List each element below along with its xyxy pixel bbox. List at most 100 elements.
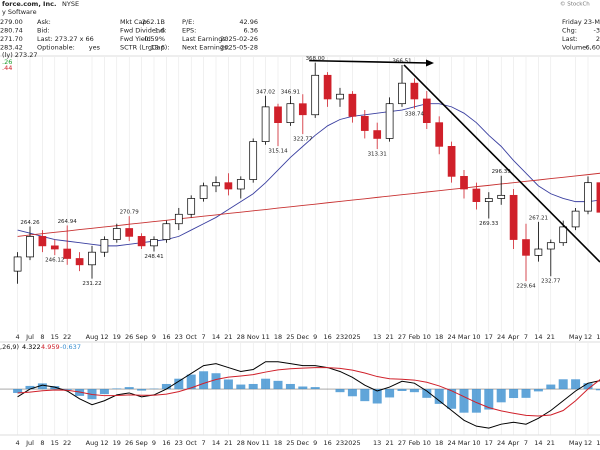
x-tick-label: 10 <box>472 439 480 447</box>
header-field: Volume: <box>562 44 588 52</box>
candle-body <box>546 242 555 250</box>
x-tick-label: 26 <box>125 439 133 447</box>
x-tick-label: 27 <box>398 333 406 341</box>
candle-body <box>298 103 307 116</box>
x-tick-label: 28 <box>237 439 245 447</box>
sector: y Software <box>2 8 37 16</box>
price-annotation: 322.77 <box>293 137 313 143</box>
histogram-bar <box>298 386 308 390</box>
x-tick-label: 10 <box>423 333 431 341</box>
x-tick-label: 15 <box>51 333 59 341</box>
candle-body <box>187 198 196 215</box>
candle-body <box>484 198 493 202</box>
x-tick-label: 18 <box>435 333 443 341</box>
x-tick-label: 14 <box>212 333 220 341</box>
x-tick-label: May <box>569 333 583 341</box>
x-tick-label: 16 <box>323 439 331 447</box>
histogram-bar <box>62 389 72 390</box>
x-tick-label: 24 <box>497 439 505 447</box>
histogram-bar <box>273 380 283 390</box>
x-tick-label: 19 <box>596 333 600 341</box>
x-tick-label: 22 <box>63 333 71 341</box>
x-tick-label: 9 <box>152 439 156 447</box>
candle-body <box>571 210 580 228</box>
x-tick-label: 23 <box>175 333 183 341</box>
x-tick-label: 8 <box>40 439 44 447</box>
header-field: 0.59% <box>144 35 165 43</box>
histogram-bar <box>137 389 147 391</box>
macd-line <box>17 367 600 417</box>
histogram-bar <box>434 389 444 404</box>
header-field: 6.36 <box>244 27 258 35</box>
x-tick-label: 13 <box>373 439 381 447</box>
x-tick-label: 10 <box>423 439 431 447</box>
x-tick-label: 26 <box>125 333 133 341</box>
candle-body <box>63 248 72 259</box>
x-tick-label: 17 <box>485 333 493 341</box>
histogram-bar <box>285 383 295 390</box>
header-field: 1.6 <box>155 27 165 35</box>
histogram-bar <box>397 389 407 391</box>
x-tick-label: Nov <box>247 333 260 341</box>
histogram-bar <box>558 379 568 390</box>
candle-body <box>422 98 431 124</box>
x-tick-label: 12 <box>584 439 592 447</box>
x-tick-label: 7 <box>202 333 206 341</box>
header-field: Friday 23-Ma <box>562 18 600 26</box>
x-tick-label: 22 <box>63 439 71 447</box>
header-field: P/E: <box>182 18 194 26</box>
header-field: 18.6 <box>151 44 165 52</box>
candle-body <box>150 239 158 247</box>
x-tick-label: Mar <box>458 439 471 447</box>
x-tick-label: 9 <box>313 439 317 447</box>
header-field: Ask: <box>37 18 51 26</box>
candle-body <box>224 182 233 190</box>
x-tick-label: Nov <box>247 439 260 447</box>
candle-body <box>286 103 295 124</box>
overlay-text: .44 <box>2 64 12 72</box>
candle-body <box>373 130 382 139</box>
price-annotation: 296.39 <box>492 169 512 175</box>
price-annotation: 264.94 <box>58 219 78 225</box>
macd-value: 4.322 <box>22 343 41 351</box>
header-field: 262.1B <box>142 18 165 26</box>
histogram-bar <box>372 389 382 404</box>
price-annotation: 267.21 <box>529 215 548 221</box>
x-tick-label: 19 <box>596 439 600 447</box>
histogram-bar <box>37 383 47 390</box>
x-tick-label: 21 <box>224 439 232 447</box>
x-tick-label: 14 <box>534 333 542 341</box>
histogram-bar <box>546 384 556 390</box>
overlay-text: (ly) 273.27 <box>2 51 38 59</box>
header-field: 42.96 <box>239 18 258 26</box>
x-tick-label: 18 <box>435 439 443 447</box>
x-tick-label: 21 <box>224 333 232 341</box>
histogram-bar <box>186 374 196 390</box>
x-tick-label: 25 <box>286 333 294 341</box>
x-tick-label: Aug <box>86 333 99 341</box>
histogram-bar <box>174 378 184 390</box>
header-field: Optionable: <box>37 44 75 52</box>
x-tick-label: 23 <box>175 439 183 447</box>
x-tick-label: 12 <box>584 333 592 341</box>
x-tick-label: 7 <box>524 333 528 341</box>
x-tick-label: 21 <box>385 439 393 447</box>
candle-body <box>497 194 506 199</box>
histogram-bar <box>112 388 122 390</box>
macd-value: 4.959 <box>41 343 60 351</box>
x-tick-label: 15 <box>51 439 59 447</box>
candle-body <box>162 223 171 240</box>
candle-body <box>26 236 34 258</box>
header-field: 2 <box>596 35 600 43</box>
x-tick-label: 16 <box>162 439 170 447</box>
candle-body <box>38 236 47 247</box>
candle-body <box>112 228 121 240</box>
histogram-bar <box>471 389 481 413</box>
x-tick-label: Jul <box>25 333 34 341</box>
x-tick-label: 27 <box>398 439 406 447</box>
x-tick-label: Aug <box>86 439 99 447</box>
x-tick-label: 24 <box>447 333 455 341</box>
histogram-bar <box>583 383 593 390</box>
candle-body <box>13 256 22 272</box>
header-field: 280.74 <box>0 27 23 35</box>
